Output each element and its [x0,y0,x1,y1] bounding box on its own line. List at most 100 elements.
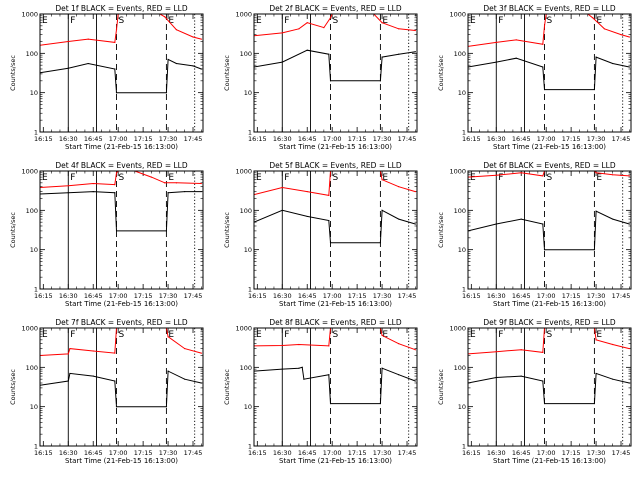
lld-data-point [298,343,300,346]
series-group [40,328,202,408]
detector-panel-1: Det 1f BLACK = Events, RED = LLD 1 10 100 10… [9,4,204,151]
plot-frame [467,13,632,133]
plot-frame [467,327,632,447]
lld-data-point [520,172,522,174]
x-tick-label: 17:15 [562,449,581,457]
events-data-point [115,230,118,232]
x-tick-label: 17:30 [587,292,606,300]
y-axis-label: Counts/sec [223,369,231,405]
event-marker-label: E [42,16,48,26]
lld-data-point [114,352,116,354]
events-data-point [542,380,544,382]
x-tick-label: 16:15 [248,292,267,300]
panel-title: Det 5f BLACK = Events, RED = LLD [269,161,402,170]
x-tick-label: 17:30 [159,292,178,300]
events-data-point [165,230,168,232]
x-tick-label: 17:00 [323,449,342,457]
y-tick-label: 100 [454,364,466,372]
events-data-point [114,380,116,382]
events-data-point [495,61,497,63]
x-tick-label: 17:45 [398,135,417,143]
x-tick-label: 17:00 [109,292,128,300]
lld-data-point [164,16,166,18]
lld-data-point [542,351,544,353]
lld-data-point [381,22,383,24]
lld-data-point [398,343,400,345]
lld-data-point [515,39,517,41]
detector-panel-6: Det 6f BLACK = Events, RED = LLD 1 10 100 10… [437,161,632,308]
events-data-point [114,68,116,70]
lld-data-point [67,40,69,43]
lld-data-point [114,184,116,186]
lld-data-point [69,347,71,350]
events-series-line [40,191,202,232]
x-tick-label: 17:00 [323,135,342,143]
lld-data-point [542,43,544,45]
x-tick-label: 17:30 [373,292,392,300]
lld-data-point [115,29,118,31]
panel-title: Det 3f BLACK = Events, RED = LLD [483,4,616,13]
event-marker-label: E [596,330,602,340]
x-tick-label: 16:30 [273,135,292,143]
lld-data-point [414,29,416,32]
lld-data-point [595,172,597,174]
lld-data-point [167,336,169,338]
x-tick-label: 16:30 [273,449,292,457]
event-marker-label: E [168,16,174,26]
x-tick-label: 17:00 [109,449,128,457]
lld-data-point [281,32,283,34]
events-data-point [381,56,383,58]
panel-title: Det 6f BLACK = Events, RED = LLD [483,161,616,170]
x-tick-label: 16:30 [59,449,78,457]
y-axis-label: Counts/sec [223,55,231,91]
x-tick-label: 17:15 [562,135,581,143]
event-marker-label: F [70,16,75,26]
events-series-line [40,370,202,408]
lld-data-point [200,38,202,40]
x-tick-label: 16:30 [487,135,506,143]
y-tick-label: 100 [26,207,38,215]
x-tick-label: 17:30 [159,135,178,143]
lld-series-line [468,14,630,47]
events-data-point [92,375,94,377]
y-tick-label: 1000 [235,168,252,176]
events-data-point [303,378,305,380]
events-data-point [301,366,303,368]
lld-series-line [468,171,630,178]
x-tick-label: 17:30 [159,449,178,457]
event-marker-label: F [498,16,503,26]
events-data-point [87,62,89,65]
x-tick-label: 16:30 [487,292,506,300]
lld-data-point [164,182,166,184]
x-axis-label: Start Time (21-Feb-15 16:13:00) [279,457,392,465]
lld-data-point [495,351,497,353]
lld-data-point [495,41,497,43]
event-marker-label: S [119,173,125,183]
plot-frame [39,327,204,447]
x-tick-label: 17:15 [348,292,367,300]
panel-title: Det 4f BLACK = Events, RED = LLD [55,161,188,170]
y-tick-label: 10 [458,403,466,411]
detector-panel-5: Det 5f BLACK = Events, RED = LLD 1 10 100 10… [223,161,418,308]
events-data-point [167,370,169,372]
y-axis-label: Counts/sec [437,369,445,405]
x-tick-label: 17:00 [537,449,556,457]
events-data-point [595,210,597,212]
lld-data-point [329,17,332,19]
events-series-line [468,372,630,405]
y-axis-label: Counts/sec [9,55,17,91]
events-data-point [379,80,382,82]
x-tick-label: 16:45 [298,135,317,143]
event-marker-label: E [596,173,602,183]
events-data-point [595,56,597,58]
x-tick-label: 16:30 [487,449,506,457]
x-tick-label: 16:15 [462,292,481,300]
plot-frame [39,170,204,290]
events-data-point [184,190,186,193]
x-tick-label: 17:00 [323,292,342,300]
events-data-point [398,53,400,55]
x-tick-label: 16:45 [298,292,317,300]
y-tick-label: 100 [26,50,38,58]
events-data-point [543,402,546,405]
